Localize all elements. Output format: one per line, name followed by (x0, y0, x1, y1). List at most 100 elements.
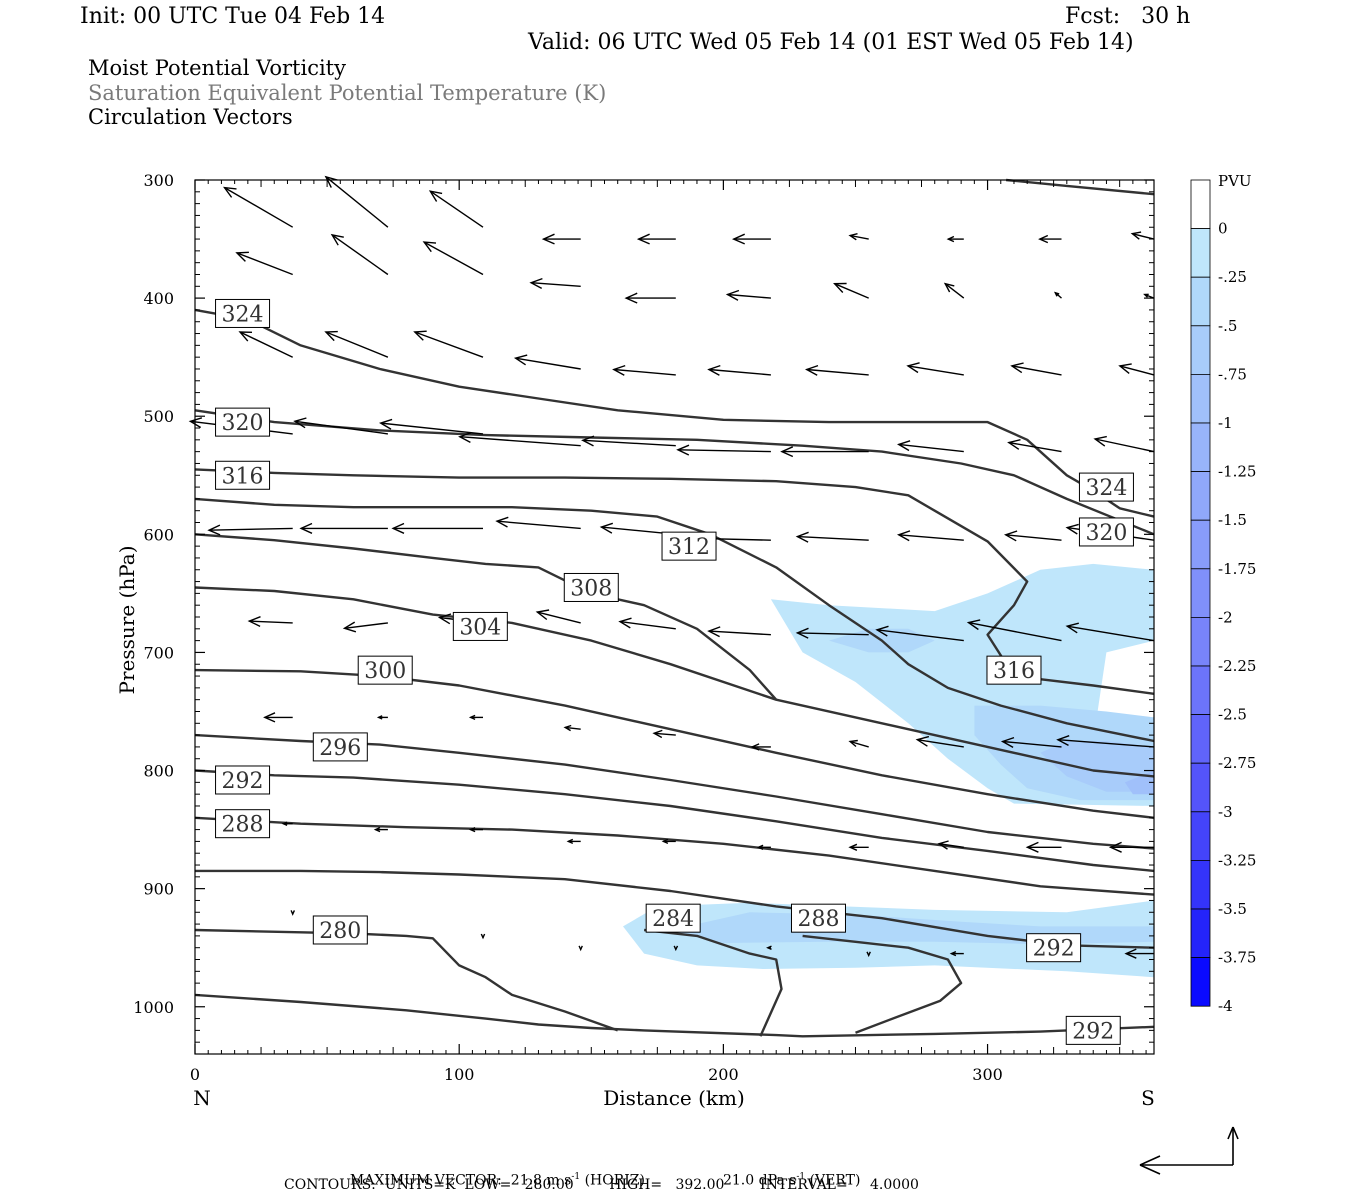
colorbar-label: -2 (1218, 608, 1233, 626)
x-tick-label: 100 (444, 1065, 475, 1084)
contour-label-box (1078, 472, 1134, 502)
circulation-vector (1093, 435, 1155, 453)
contour-label-text: 316 (993, 659, 1035, 684)
contour-label-text: 308 (570, 576, 612, 601)
circulation-vector (1143, 293, 1155, 299)
contour-label-layer: 280 284 288 292 292 288 292 296 300 304 308 312 316 3… (215, 298, 1134, 1045)
contour-label: 320 (1078, 517, 1134, 547)
circulation-vector (848, 233, 869, 241)
contour-label-box (452, 611, 508, 641)
colorbar-swatch (1190, 762, 1211, 813)
contour-label: 300 (357, 655, 413, 685)
circulation-vector (480, 933, 486, 940)
circulation-vector (731, 233, 771, 245)
south-label: S (1141, 1086, 1155, 1110)
contour-label-text: 304 (459, 615, 501, 640)
circulation-vector (673, 945, 679, 952)
circulation-vector (238, 331, 294, 358)
colorbar-swatch (1190, 422, 1211, 472)
colorbar-swatch (1190, 519, 1211, 570)
colorbar-label: 0 (1218, 220, 1228, 238)
valid-time: Valid: 06 UTC Wed 05 Feb 14 (01 EST Wed … (528, 30, 1134, 55)
max-vector-line: MAXIMUM VECTOR: 21.8 m s-1 (HORIZ) 21.0 d… (341, 1159, 861, 1189)
colorbar-label: -.25 (1218, 268, 1247, 286)
contour-label-text: 292 (1033, 937, 1075, 962)
colorbar-swatch (1190, 617, 1211, 667)
contour-label: 288 (790, 903, 846, 933)
circulation-vector (780, 446, 869, 458)
contour-label-text: 284 (652, 907, 694, 932)
circulation-vector (1025, 841, 1062, 853)
circulation-vector (707, 364, 771, 376)
contour-label-text: 280 (319, 919, 361, 944)
contour-label-box (215, 460, 271, 490)
vert-suffix: (VERT) (805, 1172, 861, 1189)
theta-e-contour-308 (194, 533, 778, 701)
contour-label: 292 (1065, 1015, 1121, 1045)
y-tick-label: 600 (143, 525, 174, 544)
contour-label: 324 (215, 298, 271, 328)
circulation-vector (378, 418, 484, 435)
contour-label: 308 (563, 572, 619, 602)
colorbar-label: -.75 (1218, 365, 1247, 383)
circulation-vector (1124, 948, 1154, 959)
circulation-vector (513, 354, 581, 370)
circulation-vector (207, 524, 293, 536)
circulation-vector (937, 840, 964, 850)
contour-label-box (1065, 1015, 1121, 1045)
contour-label-box (215, 407, 271, 437)
legend-theta-e: Saturation Equivalent Potential Temperat… (88, 81, 607, 105)
theta-e-contour-312 (194, 497, 1155, 743)
theta-e-contour-320 (194, 409, 1155, 536)
circulation-vector (804, 364, 869, 376)
colorbar-label: -1.75 (1218, 560, 1256, 578)
colorbar-label: -3.25 (1218, 851, 1256, 869)
contour-label-box (215, 298, 271, 328)
circulation-vector (946, 235, 964, 243)
contour-label-box (1026, 933, 1082, 963)
colorbar-swatch (1190, 276, 1211, 327)
circulation-vector (618, 617, 676, 630)
contour-label-box (312, 732, 368, 762)
contour-label-text: 324 (1085, 476, 1127, 501)
colorbar-label: -3 (1218, 803, 1233, 821)
circulation-vector (707, 626, 771, 638)
circulation-vector (725, 289, 771, 301)
contour-label: 324 (1078, 472, 1134, 502)
circulation-vector (1130, 231, 1155, 240)
legend-mpv: Moist Potential Vorticity (88, 56, 346, 80)
contour-label: 304 (452, 611, 508, 641)
circulation-vector (290, 910, 296, 916)
horiz-exponent: -1 (571, 1172, 581, 1182)
circulation-vector (848, 739, 869, 748)
axis-ticks: 300 400 500 600 700 800 900 1000 0 100 200 300 (133, 171, 1154, 1084)
circulation-vector (636, 233, 676, 245)
theta-e-contour-324 (194, 308, 1155, 518)
colorbar-swatch (1190, 714, 1211, 764)
circulation-vector (756, 844, 771, 850)
theta-e-contour-288 (194, 816, 1155, 896)
circulation-vector (676, 444, 771, 456)
circulation-vector (661, 838, 676, 845)
contour-label-box (312, 915, 368, 945)
circulation-vector (915, 735, 964, 748)
contour-label-box (215, 765, 271, 795)
circulation-vector (293, 417, 388, 435)
contour-label: 320 (215, 407, 271, 437)
circulation-vector (495, 516, 581, 530)
y-tick-label: 900 (143, 880, 174, 899)
circulation-vector (766, 945, 772, 950)
contour-label-text: 292 (1072, 1019, 1114, 1044)
contour-label-text: 288 (797, 907, 839, 932)
circulation-vector (875, 625, 964, 642)
circulation-vector (330, 233, 389, 276)
theta-e-contour-284 (643, 928, 783, 1037)
contour-label-box (661, 531, 717, 561)
contour-label-box (1078, 517, 1134, 547)
colorbar-swatch (1190, 471, 1211, 521)
circulation-vector (896, 440, 964, 453)
vert-max: 21.0 dPa s (722, 1172, 797, 1189)
circulation-vector (468, 826, 483, 833)
circulation-vector (833, 282, 869, 299)
